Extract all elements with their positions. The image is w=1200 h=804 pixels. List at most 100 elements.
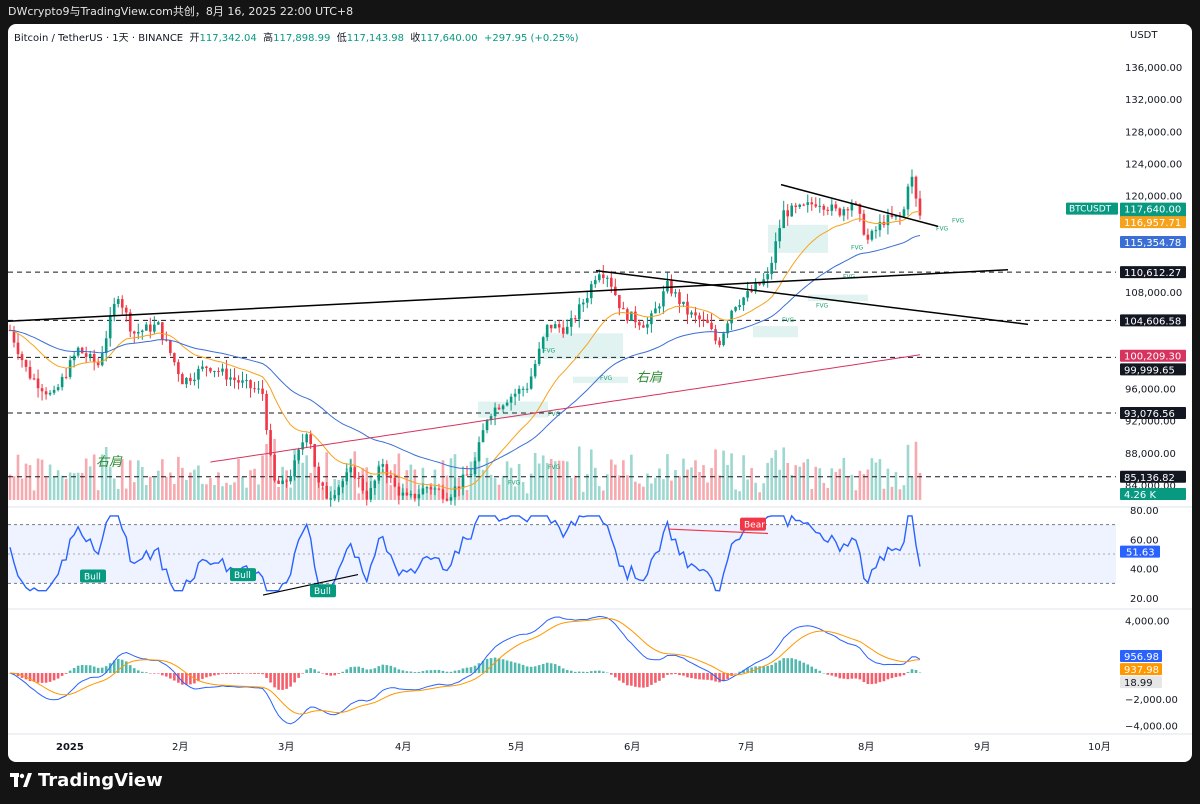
time-axis-tick: 6月 bbox=[624, 741, 640, 753]
signal-tag: Bull bbox=[310, 584, 336, 598]
volume-bar bbox=[710, 468, 713, 500]
candle-body bbox=[826, 209, 830, 211]
candle-body bbox=[157, 322, 160, 325]
volume-bar bbox=[437, 489, 441, 500]
volume-bar bbox=[858, 470, 862, 500]
volume-bar bbox=[229, 484, 232, 500]
macd-hist-bar bbox=[56, 673, 60, 679]
candle-body bbox=[237, 380, 240, 383]
candle-body bbox=[401, 492, 405, 496]
macd-hist-bar bbox=[918, 672, 922, 674]
volume-bar bbox=[197, 465, 200, 500]
macd-hist-bar bbox=[429, 670, 433, 673]
volume-bar bbox=[193, 469, 196, 500]
macd-hist-bar bbox=[718, 673, 721, 683]
signal-tag: Bull bbox=[80, 569, 106, 583]
candle-body bbox=[297, 449, 300, 461]
candle-body bbox=[429, 487, 433, 490]
candle-body bbox=[822, 205, 826, 210]
candle-body bbox=[64, 376, 68, 378]
macd-hist-bar bbox=[710, 673, 713, 681]
macd-hist-bar bbox=[497, 658, 501, 673]
macd-hist-bar bbox=[64, 673, 68, 674]
macd-hist-bar bbox=[317, 671, 320, 673]
candle-body bbox=[84, 353, 88, 357]
candle-body bbox=[144, 324, 148, 331]
volume-bar bbox=[798, 466, 802, 500]
candle-body bbox=[457, 486, 461, 489]
candle-body bbox=[36, 378, 40, 389]
macd-hist-bar bbox=[874, 673, 878, 684]
volume-bar bbox=[76, 472, 80, 500]
macd-hist-bar bbox=[734, 673, 737, 674]
divergence-line bbox=[667, 528, 769, 535]
macd-hist-bar bbox=[201, 673, 204, 679]
macd-hist-bar bbox=[245, 673, 248, 674]
candle-body bbox=[525, 388, 529, 390]
macd-hist-bar bbox=[132, 668, 136, 673]
fvg-label: FVG bbox=[543, 348, 556, 355]
macd-hist-bar bbox=[521, 664, 525, 673]
candle-body bbox=[201, 366, 204, 369]
macd-hist-bar bbox=[437, 669, 441, 673]
macd-value-box bbox=[1120, 649, 1162, 662]
volume-bar bbox=[84, 458, 88, 500]
candle-body bbox=[40, 388, 44, 392]
volume-bar bbox=[144, 485, 148, 500]
macd-hist-bar bbox=[393, 667, 397, 673]
macd-hist-bar bbox=[157, 673, 160, 674]
macd-hist-bar bbox=[225, 673, 228, 675]
macd-hist-bar bbox=[658, 673, 661, 681]
candle-body bbox=[241, 380, 244, 383]
candle-body bbox=[509, 396, 513, 403]
price-label-box bbox=[1120, 470, 1186, 483]
macd-hist-bar bbox=[473, 665, 477, 673]
macd-hist-bar bbox=[136, 670, 140, 673]
candle-body bbox=[758, 283, 761, 285]
volume-bar bbox=[485, 457, 489, 500]
chart-panel[interactable]: FVG FVG FVG FVG FVG FVG FVG FVG FVG FVG FVG 右肩 右肩 USD… bbox=[8, 24, 1192, 762]
macd-hist-bar bbox=[666, 673, 669, 675]
candle-body bbox=[794, 205, 798, 207]
volume-bar bbox=[638, 483, 641, 500]
macd-hist-bar bbox=[32, 673, 36, 682]
volume-bar bbox=[453, 454, 457, 500]
tradingview-logo[interactable]: TradingView bbox=[10, 770, 163, 791]
macd-hist-bar bbox=[525, 666, 529, 673]
macd-hist-bar bbox=[213, 673, 216, 676]
candle-body bbox=[890, 214, 894, 217]
candle-body bbox=[229, 377, 232, 380]
macd-hist-bar bbox=[441, 670, 445, 673]
symbol-name[interactable]: Bitcoin / TetherUS · 1天 · BINANCE bbox=[14, 33, 184, 44]
chart-canvas[interactable]: FVGFVGFVGFVGFVGFVGFVGFVGFVGFVGFVG右肩右肩USD… bbox=[8, 24, 1192, 762]
volume-bar bbox=[136, 460, 140, 500]
candle-body bbox=[329, 498, 333, 500]
volume-bar bbox=[734, 489, 737, 500]
volume-bar bbox=[682, 458, 685, 500]
volume-bar bbox=[557, 460, 561, 500]
macd-hist-bar bbox=[782, 658, 786, 673]
volume-bar bbox=[501, 475, 505, 500]
volume-bar bbox=[670, 480, 673, 500]
candle-body bbox=[742, 297, 745, 306]
volume-bar bbox=[662, 479, 665, 500]
price-label-box bbox=[1120, 488, 1186, 500]
volume-bar bbox=[902, 485, 906, 500]
macd-hist-bar bbox=[197, 673, 200, 682]
macd-hist-bar bbox=[573, 671, 577, 673]
volume-bar bbox=[301, 462, 304, 500]
volume-bar bbox=[577, 446, 581, 500]
candle-body bbox=[674, 292, 677, 294]
candle-body bbox=[301, 442, 304, 450]
macd-hist-bar bbox=[882, 673, 886, 682]
volume-bar bbox=[738, 491, 741, 500]
candle-body bbox=[213, 371, 216, 373]
candle-body bbox=[682, 301, 685, 304]
macd-hist-bar bbox=[92, 666, 96, 673]
candle-body bbox=[505, 402, 509, 406]
candle-body bbox=[197, 368, 200, 380]
signal-tag-text: Bull bbox=[234, 571, 251, 581]
candle-body bbox=[353, 467, 357, 478]
macd-hist-bar bbox=[557, 665, 561, 673]
price-label: 85,136.82 bbox=[1120, 470, 1186, 484]
